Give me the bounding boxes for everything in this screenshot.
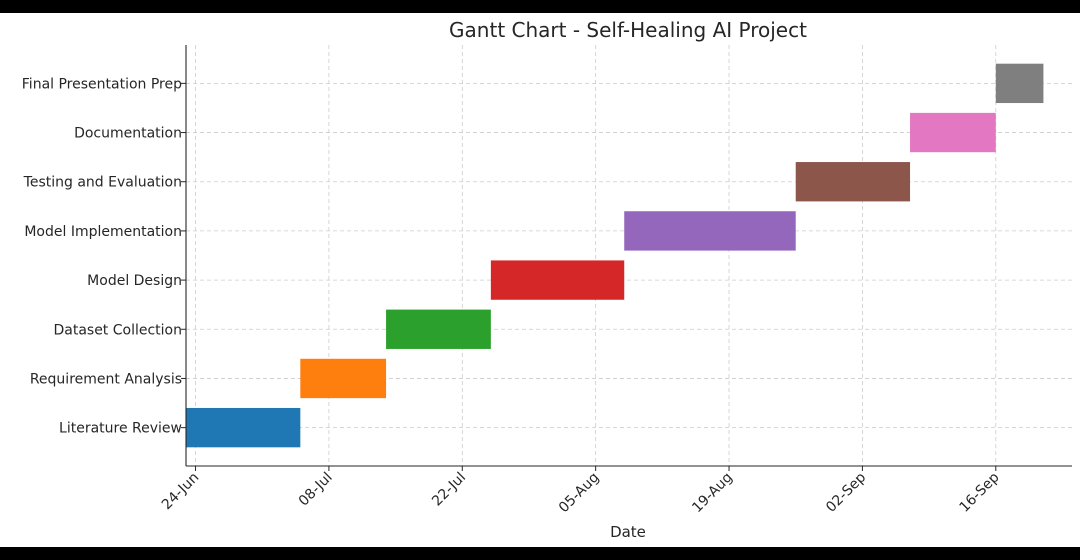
x-tick-label: 19-Aug (689, 470, 736, 517)
x-tick-label: 08-Jul (296, 470, 336, 510)
task-bar (186, 407, 301, 448)
task-bar (995, 63, 1044, 104)
bars (186, 63, 1044, 448)
task-bar (910, 112, 996, 153)
task-label: Model Implementation (24, 224, 182, 240)
x-tick-label: 16-Sep (956, 469, 1002, 515)
x-tick-label: 22-Jul (429, 470, 469, 510)
task-label: Dataset Collection (53, 322, 182, 338)
task-label: Testing and Evaluation (23, 175, 182, 191)
x-tick-label: 24-Jun (159, 470, 203, 514)
task-bar (490, 260, 625, 300)
task-label: Model Design (87, 273, 182, 289)
task-label: Documentation (74, 126, 182, 142)
x-axis-label: Date (610, 523, 646, 541)
task-label: Final Presentation Prep (22, 76, 182, 92)
task-label: Requirement Analysis (30, 371, 182, 387)
task-bar (624, 211, 796, 251)
x-tick-label: 05-Aug (556, 470, 603, 517)
task-bar (300, 358, 387, 399)
x-tick-label: 02-Sep (823, 469, 869, 515)
grid (186, 45, 1072, 466)
chart-title: Gantt Chart - Self-Healing AI Project (449, 18, 807, 42)
task-label: Literature Review (59, 421, 182, 437)
task-bar (386, 309, 491, 349)
task-bar (795, 162, 911, 202)
